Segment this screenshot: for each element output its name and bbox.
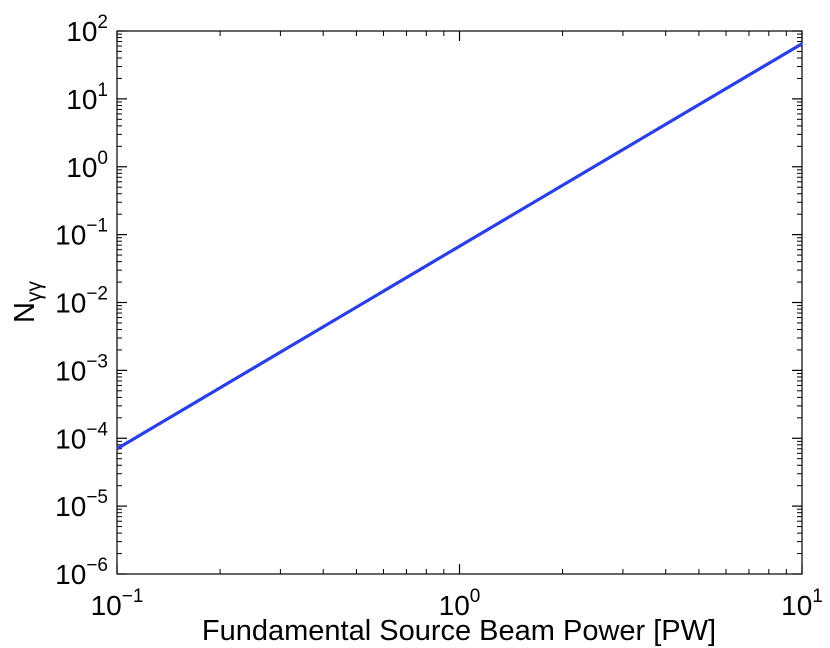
x-axis-label: Fundamental Source Beam Power [PW] xyxy=(202,615,716,647)
y-tick-label: 102 xyxy=(66,12,108,47)
y-axis-label: Nγγ xyxy=(9,281,46,323)
y-tick-label: 10−1 xyxy=(55,216,108,251)
tick-labels: 10−1 100 101 10−6 10−5 10−4 10−3 10−2 10−1 100 101… xyxy=(55,12,823,621)
y-axis-label-main: N xyxy=(9,302,41,323)
y-tick-label: 10−6 xyxy=(55,555,108,590)
y-tick-label: 100 xyxy=(66,148,108,183)
series-layer xyxy=(116,42,803,451)
x-tick-label: 100 xyxy=(439,586,481,621)
minor-ticks xyxy=(117,31,802,574)
y-tick-label: 10−5 xyxy=(55,487,108,522)
y-tick-label: 10−3 xyxy=(55,351,108,386)
major-ticks xyxy=(116,30,803,575)
svg-text:Nγγ: Nγγ xyxy=(9,281,46,323)
y-axis-label-sub: γγ xyxy=(23,281,46,303)
series-line-0 xyxy=(116,42,803,451)
y-tick-label: 101 xyxy=(66,80,108,115)
x-tick-label: 101 xyxy=(781,586,823,621)
plot-area xyxy=(116,30,803,575)
y-tick-label: 10−4 xyxy=(55,419,108,454)
x-tick-label: 10−1 xyxy=(91,586,144,621)
y-tick-label: 10−2 xyxy=(55,284,108,319)
